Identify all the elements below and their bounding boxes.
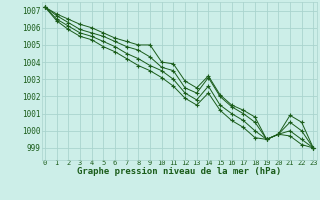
X-axis label: Graphe pression niveau de la mer (hPa): Graphe pression niveau de la mer (hPa) — [77, 167, 281, 176]
